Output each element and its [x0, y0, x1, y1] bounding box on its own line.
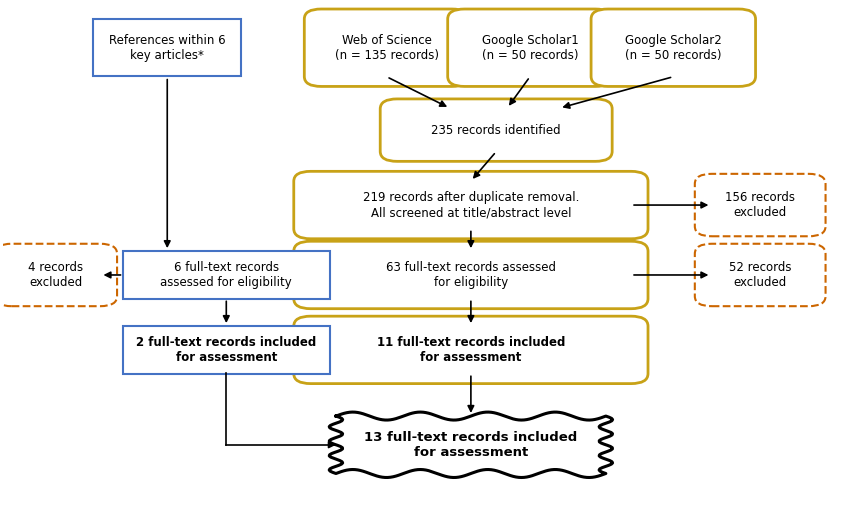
FancyBboxPatch shape: [694, 244, 825, 306]
Text: 235 records identified: 235 records identified: [431, 124, 561, 137]
FancyBboxPatch shape: [123, 326, 329, 374]
FancyBboxPatch shape: [93, 19, 241, 76]
Text: Web of Science
(n = 135 records): Web of Science (n = 135 records): [335, 34, 439, 62]
FancyBboxPatch shape: [694, 174, 825, 236]
FancyBboxPatch shape: [294, 316, 648, 384]
Text: Google Scholar1
(n = 50 records): Google Scholar1 (n = 50 records): [481, 34, 578, 62]
Text: Google Scholar2
(n = 50 records): Google Scholar2 (n = 50 records): [625, 34, 722, 62]
Text: 63 full-text records assessed
for eligibility: 63 full-text records assessed for eligib…: [386, 261, 556, 289]
FancyBboxPatch shape: [294, 171, 648, 239]
FancyBboxPatch shape: [304, 9, 469, 86]
Text: 13 full-text records included
for assessment: 13 full-text records included for assess…: [364, 431, 577, 459]
FancyBboxPatch shape: [294, 241, 648, 309]
FancyBboxPatch shape: [447, 9, 612, 86]
FancyBboxPatch shape: [380, 99, 612, 162]
Text: 2 full-text records included
for assessment: 2 full-text records included for assessm…: [136, 336, 317, 364]
Text: 52 records
excluded: 52 records excluded: [729, 261, 791, 289]
Text: 11 full-text records included
for assessment: 11 full-text records included for assess…: [377, 336, 565, 364]
Polygon shape: [329, 412, 613, 478]
Text: 219 records after duplicate removal.
All screened at title/abstract level: 219 records after duplicate removal. All…: [363, 191, 579, 219]
FancyBboxPatch shape: [123, 251, 329, 298]
Text: 156 records
excluded: 156 records excluded: [725, 191, 796, 219]
Text: 6 full-text records
assessed for eligibility: 6 full-text records assessed for eligibi…: [160, 261, 292, 289]
Text: References within 6
key articles*: References within 6 key articles*: [109, 34, 226, 62]
Text: 4 records
excluded: 4 records excluded: [28, 261, 83, 289]
FancyBboxPatch shape: [591, 9, 756, 86]
FancyBboxPatch shape: [0, 244, 117, 306]
